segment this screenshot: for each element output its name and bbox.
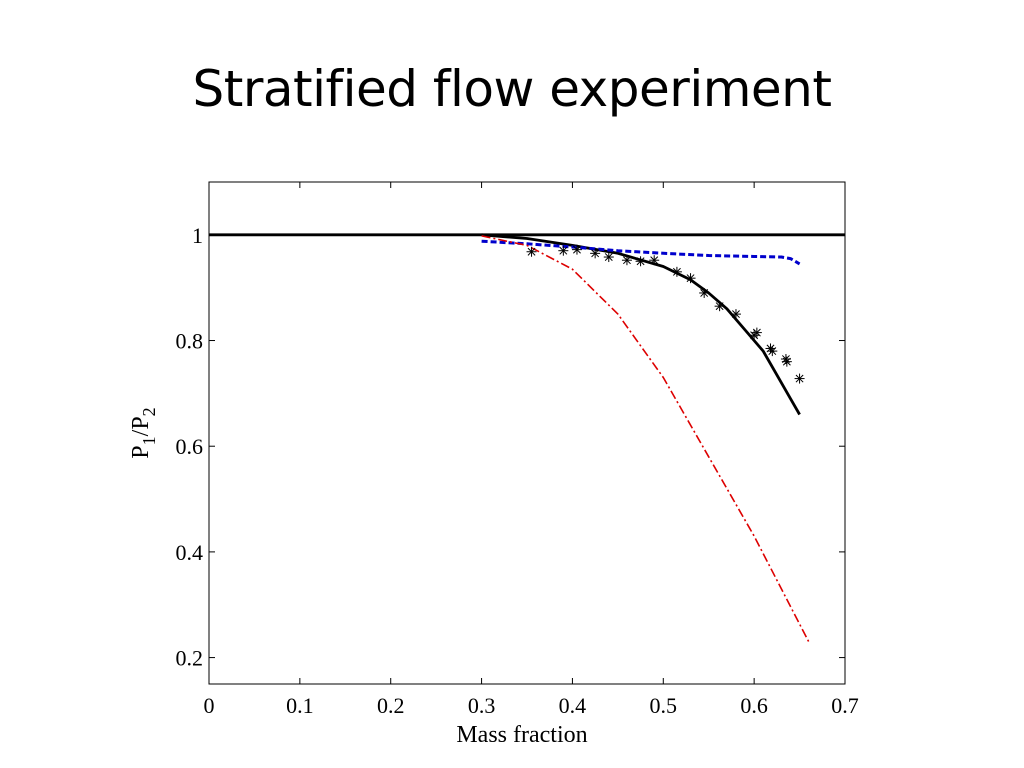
y-label-p2: P <box>128 416 154 429</box>
data-point-asterisk <box>765 343 776 354</box>
data-point-asterisk <box>603 252 614 263</box>
y-label-p1: P <box>128 445 154 458</box>
x-tick-label: 0.5 <box>650 693 678 718</box>
data-point-asterisk <box>714 301 725 312</box>
x-tick-label: 0.7 <box>831 693 859 718</box>
y-tick-label: 1 <box>192 223 203 248</box>
data-point-asterisk <box>671 266 682 277</box>
data-point-asterisk <box>526 246 537 257</box>
x-tick-label: 0.2 <box>377 693 405 718</box>
data-point-asterisk <box>794 373 805 384</box>
y-tick-label: 0.6 <box>176 434 204 459</box>
data-point-asterisk <box>767 346 778 357</box>
data-point-asterisk <box>571 244 582 255</box>
data-point-asterisk <box>751 327 762 338</box>
data-point-asterisk <box>649 255 660 266</box>
y-label-sub2: 2 <box>139 407 159 416</box>
x-tick-label: 0.4 <box>559 693 587 718</box>
y-tick-label: 0.4 <box>176 540 204 565</box>
data-point-asterisk <box>781 356 792 367</box>
x-tick-label: 0.1 <box>286 693 314 718</box>
x-axis-label: Mass fraction <box>456 722 587 748</box>
slide-title: Stratified flow experiment <box>192 60 832 118</box>
y-label-slash: / <box>128 429 154 436</box>
data-point-asterisk <box>558 245 569 256</box>
y-axis-label: P1/P2 <box>128 407 159 458</box>
data-point-asterisk <box>635 256 646 267</box>
x-tick-label: 0.6 <box>740 693 768 718</box>
data-point-asterisk <box>621 255 632 266</box>
y-tick-label: 0.2 <box>176 646 204 671</box>
y-label-sub1: 1 <box>139 436 159 445</box>
series-line-dashed-blue <box>481 239 801 266</box>
data-point-asterisk <box>730 309 741 320</box>
series-layer <box>209 233 845 643</box>
x-tick-label: 0 <box>204 693 215 718</box>
plot-frame <box>208 181 846 685</box>
data-point-asterisk <box>699 287 710 298</box>
data-point-asterisk <box>685 273 696 284</box>
y-tick-label: 0.8 <box>176 329 204 354</box>
x-tick-label: 0.3 <box>468 693 496 718</box>
data-point-asterisk <box>590 248 601 259</box>
ticks-layer: 0 0.1 0.2 0.3 0.4 0.5 0.6 0.7 0.2 0.4 0.6 0.8 1 <box>176 182 859 718</box>
series-line-dashdot-red <box>481 235 810 643</box>
